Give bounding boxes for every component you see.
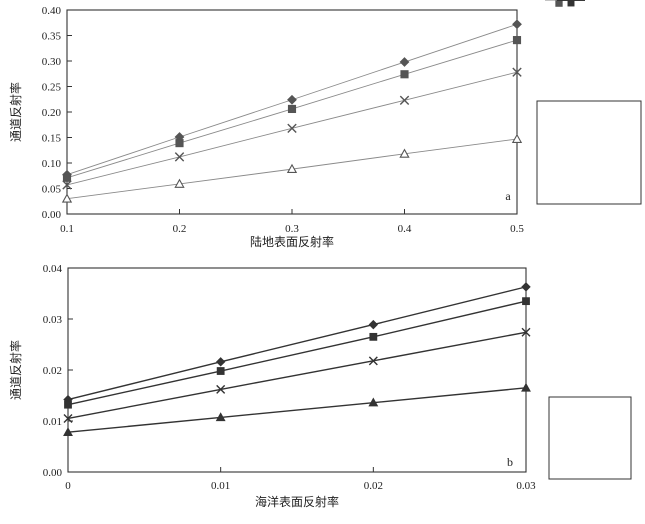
chart-b: 0.00 0.01 0.02 0.03 0.04 0 0.01 0.02 0.03 海洋表面反射率… (8, 0, 632, 509)
data-point (287, 123, 297, 134)
y-tick-label: 0.15 (42, 133, 62, 145)
data-point (64, 400, 72, 409)
legend-label: 963 nm (590, 0, 624, 3)
x-tick-label: 0.2 (173, 223, 187, 235)
y-tick-label: 0.01 (43, 416, 62, 428)
data-point (511, 133, 523, 143)
data-point (174, 152, 185, 162)
y-tick-label: 0.05 (42, 184, 62, 196)
legend-label: 903 nm (590, 0, 624, 3)
data-point (368, 319, 379, 330)
plot-frame (67, 267, 527, 473)
y-tick-label: 0.40 (42, 5, 62, 17)
legend-box (548, 396, 632, 480)
y-tick-label: 0.35 (42, 31, 62, 43)
x-tick-label: 0 (65, 480, 71, 492)
x-tick-label: 0.02 (364, 480, 383, 492)
data-point (63, 427, 73, 436)
data-point (61, 193, 73, 203)
y-tick-label: 0.25 (42, 82, 62, 94)
y-axis-title: 通道反射率 (8, 82, 23, 142)
data-point (216, 384, 226, 394)
data-point (216, 367, 225, 375)
x-tick-label: 0.1 (60, 223, 74, 235)
y-tick-label: 0.02 (43, 365, 62, 377)
data-point (215, 357, 226, 367)
y-tick-label: 0.03 (43, 314, 63, 326)
data-point (521, 282, 531, 292)
data-point (287, 104, 297, 114)
data-point (368, 397, 379, 407)
legend-marker (567, 0, 575, 7)
data-point (521, 327, 531, 337)
legend-label: 903 nm (578, 0, 612, 3)
panel-tag: a (505, 189, 511, 203)
y-tick-label: 0.20 (42, 107, 62, 119)
legend-label: 943 nm (578, 0, 612, 3)
data-point (369, 332, 378, 341)
data-point (215, 412, 226, 422)
series-line (67, 300, 527, 406)
panel-tag: b (507, 455, 513, 469)
data-point (62, 180, 72, 190)
data-point (512, 19, 522, 30)
legend-label: 923 nm (578, 0, 612, 3)
data-point (62, 173, 72, 182)
data-point (175, 139, 184, 148)
y-axis-title: 通道反射率 (8, 340, 23, 400)
series-line (67, 331, 527, 420)
data-point (399, 148, 410, 158)
x-tick-label: 0.3 (285, 223, 299, 235)
data-point (399, 57, 410, 67)
x-tick-label: 0.5 (510, 223, 524, 235)
legend-label: 923 nm (590, 0, 624, 3)
data-point (522, 297, 530, 306)
data-point (174, 178, 185, 188)
x-tick-label: 0.03 (516, 480, 536, 492)
data-point (400, 70, 409, 79)
legend-box (536, 100, 642, 205)
x-axis-title: 海洋表面反射率 (255, 494, 339, 509)
data-point (63, 413, 73, 423)
legend-marker (555, 0, 563, 7)
data-point (399, 95, 410, 105)
legend-label: 943 nm (590, 0, 624, 3)
legend-label: 963 nm (578, 0, 612, 3)
data-point (512, 36, 522, 45)
y-tick-label: 0.00 (43, 467, 63, 479)
data-point (512, 67, 522, 77)
y-tick-label: 0.04 (43, 263, 63, 275)
x-axis-title: 陆地表面反射率 (250, 234, 334, 249)
x-tick-label: 0.01 (211, 480, 230, 492)
y-tick-label: 0.10 (42, 158, 62, 170)
data-point (521, 382, 531, 392)
series-line (67, 387, 527, 433)
data-point (368, 356, 378, 366)
x-tick-label: 0.4 (398, 223, 412, 235)
y-tick-label: 0.00 (42, 209, 62, 221)
series-line (67, 286, 527, 401)
data-point (287, 94, 297, 105)
y-tick-label: 0.30 (42, 56, 62, 68)
chart-a: 0.00 0.05 0.10 0.15 0.20 0.25 0.30 0.35 0.40 0.1 0… (8, 0, 642, 249)
data-point (286, 163, 298, 174)
